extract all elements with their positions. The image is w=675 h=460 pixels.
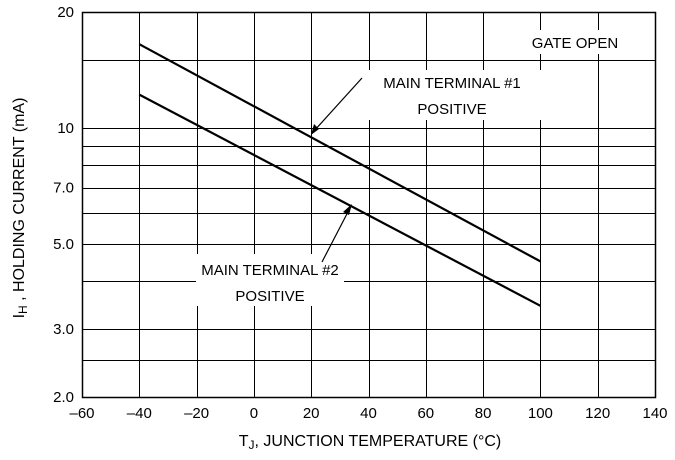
x-tick-label-9: 120: [585, 405, 610, 422]
y-tick-label-4: 10: [57, 120, 74, 137]
y-tick-label-5: 20: [57, 4, 74, 21]
x-tick-label-10: 140: [642, 405, 667, 422]
x-tick-label-1: –40: [127, 405, 152, 422]
y-tick-label-1: 3.0: [53, 321, 74, 338]
x-tick-label-2: –20: [184, 405, 209, 422]
x-tick-label-5: 40: [360, 405, 377, 422]
y-tick-label-0: 2.0: [53, 389, 74, 406]
mt2-arrowhead: [343, 204, 352, 215]
x-tick-label-8: 100: [528, 405, 553, 422]
y-tick-label-3: 7.0: [53, 180, 74, 197]
mt1-leader-line: [313, 77, 363, 132]
mt1-label-bg: [362, 70, 544, 120]
y-tick-label-2: 5.0: [53, 236, 74, 253]
gate-open-label-bg: [512, 30, 630, 54]
mt2-label-line1: MAIN TERMINAL #2: [201, 262, 339, 279]
grid: [81, 11, 657, 399]
mt2-leader-line: [321, 207, 351, 263]
mt1-label-line1: MAIN TERMINAL #1: [383, 75, 521, 92]
mt1-label-line2: POSITIVE: [417, 101, 486, 118]
x-tick-label-7: 80: [475, 405, 492, 422]
series-line-2: [138, 93, 541, 307]
series-line-1: [138, 43, 541, 263]
series-layer: [138, 43, 541, 307]
plot-frame: [81, 11, 657, 399]
gate-open-label: GATE OPEN: [532, 35, 618, 52]
x-tick-label-3: 0: [250, 405, 258, 422]
x-tick-label-0: –60: [69, 405, 94, 422]
mt2-label-line2: POSITIVE: [235, 288, 304, 305]
y-axis-title: IH , HOLDING CURRENT (mA): [11, 98, 30, 319]
mt1-arrowhead: [311, 124, 319, 135]
x-axis-title: TJ, JUNCTION TEMPERATURE (°C): [239, 433, 501, 452]
tick-labels: –60 –40 –20 0 20 40 60 80 100 120 140 2.0 3.0 5.0 7.0 1…: [53, 4, 667, 422]
x-tick-label-4: 20: [303, 405, 320, 422]
x-tick-label-6: 60: [417, 405, 434, 422]
mt2-label-bg: [196, 254, 344, 306]
